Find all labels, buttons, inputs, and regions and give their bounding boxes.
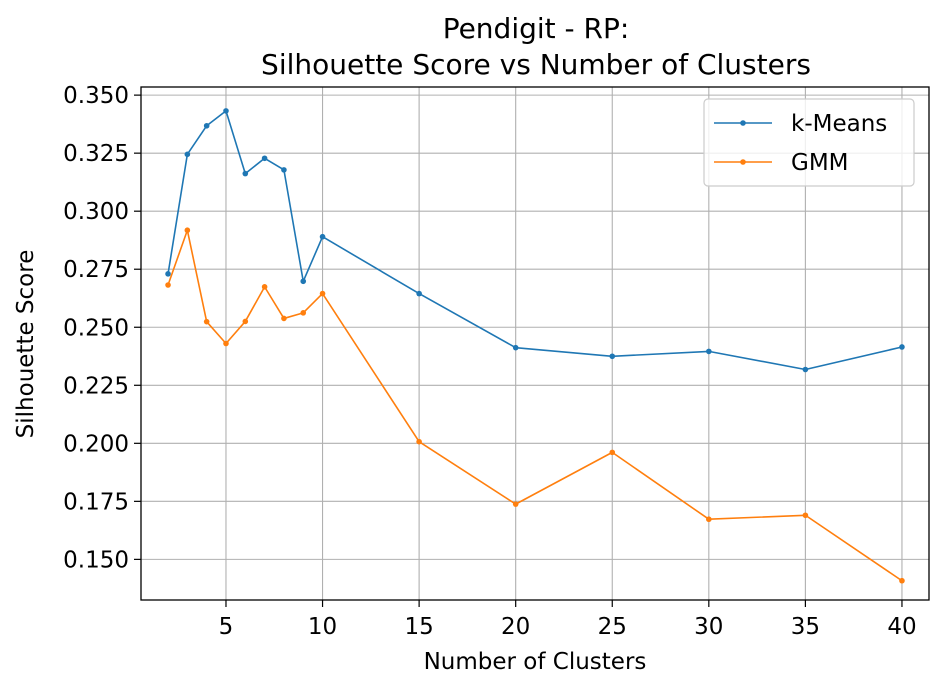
legend-swatch-gmm-marker [740,159,746,165]
legend: k-Means GMM [703,98,915,187]
y-tick-label: 0.350 [63,83,129,109]
series-line-gmm [167,229,903,582]
plot-area-frame [140,86,930,601]
x-tick-label: 15 [404,614,433,640]
x-tick-label: 20 [501,614,530,640]
x-tick-label: 35 [791,614,820,640]
data-point-gmm [242,318,249,325]
data-point-k-means [203,122,210,129]
axis-ticks: 5 10 15 20 25 30 35 40 0.150 0.175 0.200 0.225 0.250… [63,83,916,640]
series-lines [165,108,905,584]
y-tick-label: 0.325 [63,141,129,167]
data-point-k-means [300,278,307,285]
data-point-k-means [184,151,191,158]
chart-title-line-1: Pendigit - RP: [443,12,630,45]
data-point-gmm [512,501,519,507]
data-point-gmm [165,282,171,288]
data-point-gmm [223,340,229,347]
y-tick-label: 0.150 [63,547,129,573]
data-point-k-means [223,108,229,114]
y-tick-label: 0.200 [63,431,129,457]
data-point-gmm [261,284,268,290]
data-point-k-means [416,290,422,297]
x-tick-label: 40 [887,614,916,640]
data-point-k-means [281,167,287,173]
data-point-k-means [609,353,616,360]
y-tick-label: 0.275 [63,257,129,283]
data-point-gmm [899,577,905,584]
data-point-gmm [203,318,210,325]
chart-title-line-2: Silhouette Score vs Number of Clusters [261,48,811,81]
legend-box [703,98,915,187]
x-tick-label: 30 [694,614,723,640]
legend-swatch-kmeans-marker [740,120,746,126]
y-tick-label: 0.175 [63,489,129,515]
data-point-gmm [184,227,191,234]
legend-label-kmeans: k-Means [791,111,887,137]
legend-label-gmm: GMM [791,150,849,176]
data-point-k-means [802,366,809,373]
data-point-gmm [706,516,712,523]
x-axis-label: Number of Clusters [424,649,647,675]
data-point-gmm [802,512,809,519]
data-point-k-means [706,348,712,355]
x-tick-label: 5 [219,614,234,640]
y-tick-label: 0.300 [63,199,129,225]
y-axis-label: Silhouette Score [13,250,39,439]
data-point-k-means [242,170,249,177]
data-point-gmm [609,449,616,456]
data-point-k-means [165,271,171,277]
y-tick-label: 0.250 [63,315,129,341]
x-tick-label: 25 [598,614,627,640]
data-point-k-means [512,344,519,351]
data-point-gmm [300,310,307,316]
data-point-gmm [281,315,287,322]
data-point-gmm [416,438,422,445]
data-point-k-means [261,155,268,162]
data-point-k-means [899,344,905,350]
x-tick-label: 10 [308,614,337,640]
data-point-k-means [319,233,326,240]
data-point-gmm [319,290,326,297]
y-tick-label: 0.225 [63,373,129,399]
